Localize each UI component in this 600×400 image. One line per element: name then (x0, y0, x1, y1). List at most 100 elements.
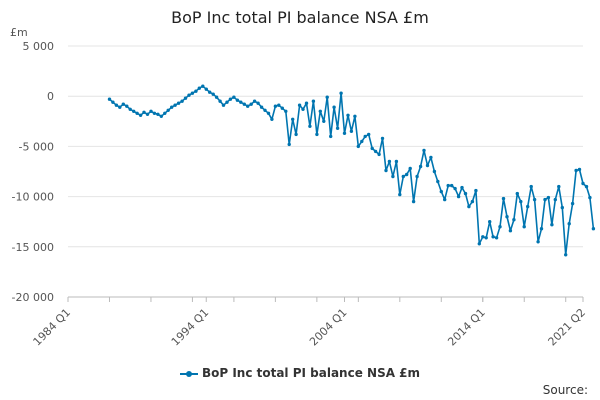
y-tick-label: -15 000 (12, 241, 54, 254)
data-point (270, 117, 274, 122)
data-point (532, 197, 537, 202)
data-point (176, 101, 181, 105)
data-point (325, 95, 329, 99)
data-point (142, 110, 146, 115)
x-tick-label: 2021 Q2 (546, 306, 589, 349)
source-label: Source: (542, 383, 588, 397)
data-point (208, 90, 212, 94)
legend[interactable]: BoP Inc total PI balance NSA £m (0, 366, 600, 380)
data-point (581, 181, 585, 186)
data-point (519, 199, 523, 204)
data-point (356, 144, 360, 149)
y-tick-label: -5 000 (19, 140, 54, 153)
data-point (408, 166, 412, 171)
data-point (436, 179, 440, 184)
data-point (339, 91, 343, 95)
data-point (474, 188, 478, 193)
data-point (252, 99, 257, 103)
data-point (114, 103, 119, 107)
data-point (190, 91, 195, 95)
data-point (342, 131, 347, 135)
data-point (377, 152, 381, 157)
gridlines (68, 45, 583, 298)
data-point (484, 236, 488, 240)
data-point (266, 111, 271, 116)
data-point (232, 95, 236, 99)
data-point (463, 191, 468, 196)
y-tick-label: -20 000 (12, 291, 54, 304)
data-point (211, 92, 215, 96)
x-axis (67, 296, 584, 302)
data-point (173, 103, 177, 107)
data-point (204, 87, 208, 91)
data-point (570, 201, 575, 206)
data-point (384, 168, 388, 173)
data-point (460, 185, 464, 190)
data-point (218, 99, 222, 103)
y-axis-ticks: 5 000 0 -5 000 -10 000 -15 000 -20 000 (12, 40, 54, 304)
data-point (315, 132, 319, 137)
data-point (373, 149, 378, 154)
data-point (577, 167, 582, 172)
data-point (574, 168, 578, 173)
data-point (360, 139, 364, 144)
data-point (346, 113, 350, 118)
data-point (225, 100, 229, 104)
y-axis-unit-label: £m (10, 26, 28, 39)
data-point (536, 240, 540, 244)
data-point (332, 105, 336, 109)
data-point (301, 107, 305, 112)
data-point (488, 220, 492, 224)
data-point (166, 108, 170, 113)
data-point (432, 169, 437, 174)
data-point (197, 86, 201, 90)
data-point (467, 204, 471, 209)
data-point (584, 184, 589, 189)
data-point (481, 235, 485, 239)
data-point (242, 102, 246, 106)
data-point (391, 174, 395, 179)
data-point (588, 195, 592, 200)
data-point (453, 186, 457, 191)
data-point (294, 132, 298, 137)
data-point (149, 109, 153, 114)
data-point (235, 98, 240, 102)
x-tick-label: 1994 Q1 (169, 306, 212, 349)
data-point (152, 111, 157, 116)
data-point (367, 132, 371, 137)
data-point (446, 183, 450, 188)
data-point (163, 111, 167, 116)
data-point (180, 99, 184, 103)
data-point (370, 146, 374, 151)
data-point (284, 109, 288, 114)
data-point (311, 99, 316, 103)
data-point (443, 197, 447, 202)
data-point (491, 235, 495, 239)
data-point (183, 96, 188, 100)
data-point (329, 134, 333, 139)
data-point (394, 159, 399, 164)
data-point (249, 102, 253, 106)
data-point (322, 119, 326, 124)
data-point (425, 163, 430, 168)
data-point (494, 236, 499, 240)
data-point (287, 142, 291, 147)
y-tick-label: -10 000 (12, 191, 54, 204)
data-point (498, 225, 502, 229)
data-point (508, 229, 513, 233)
data-point (159, 114, 163, 119)
data-point (349, 129, 354, 133)
y-tick-label: 5 000 (23, 40, 55, 53)
data-point (318, 109, 322, 114)
data-point (280, 106, 284, 110)
data-point (470, 199, 475, 204)
data-point (557, 184, 561, 189)
data-point (125, 104, 129, 108)
series-line (108, 85, 595, 256)
data-point (239, 100, 243, 104)
data-point (277, 103, 281, 107)
data-point (505, 215, 509, 219)
data-point (273, 104, 278, 108)
data-point (201, 84, 205, 88)
